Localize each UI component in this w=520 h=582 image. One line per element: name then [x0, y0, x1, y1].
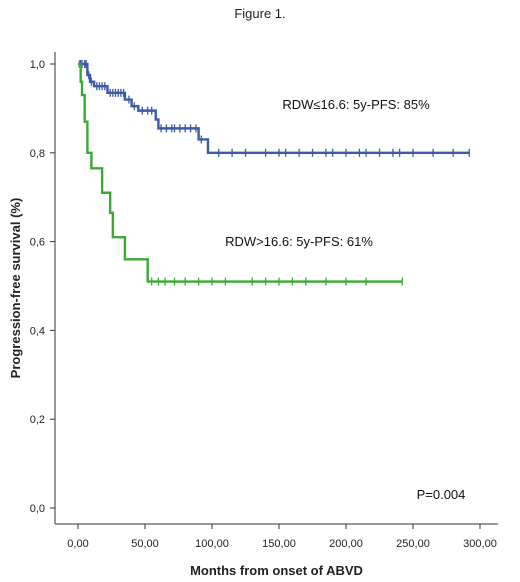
annotation-rdw-low: RDW≤16.6: 5y-PFS: 85% — [282, 97, 430, 112]
series-line-0 — [78, 62, 470, 154]
y-tick-label: 0,6 — [30, 237, 45, 249]
annotation-box-rdw-low — [246, 84, 466, 124]
x-tick-label: 300,00 — [463, 538, 497, 550]
y-tick-label: 0,8 — [30, 148, 45, 160]
annotation-p-value: P=0.004 — [417, 487, 466, 502]
annotation-box-p-value — [398, 477, 484, 511]
x-tick-label: 100,00 — [195, 538, 229, 550]
annotation-box-rdw-high — [196, 222, 402, 260]
x-axis-label: Months from onset of ABVD — [190, 563, 363, 578]
x-tick-label: 150,00 — [262, 538, 296, 550]
y-tick-label: 0,4 — [30, 325, 45, 337]
x-tick-label: 0,00 — [67, 538, 88, 550]
figure-title: Figure 1. — [234, 6, 286, 21]
y-axis-label: Progression-free survival (%) — [8, 198, 23, 379]
x-tick-label: 50,00 — [131, 538, 159, 550]
y-tick-label: 1,0 — [30, 59, 45, 71]
x-tick-label: 200,00 — [329, 538, 363, 550]
series-line-1 — [78, 62, 403, 283]
y-tick-label: 0,2 — [30, 414, 45, 426]
annotation-rdw-high: RDW>16.6: 5y-PFS: 61% — [225, 234, 373, 249]
x-tick-label: 250,00 — [396, 538, 430, 550]
y-tick-label: 0,0 — [30, 503, 45, 515]
